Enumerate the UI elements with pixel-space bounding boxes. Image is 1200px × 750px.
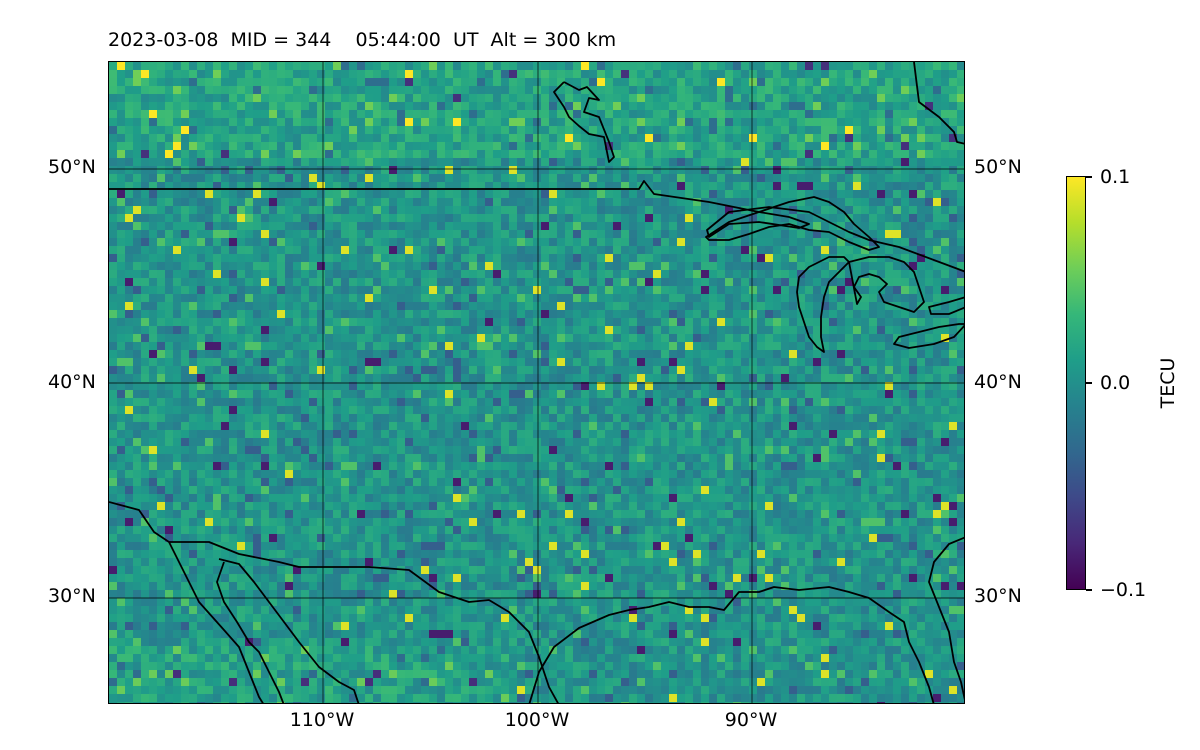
- colorbar-title: TECU: [1157, 357, 1179, 409]
- lake-ontario: [928, 296, 964, 315]
- coastlines: [109, 62, 964, 703]
- colorbar-mid-label: 0.0: [1100, 372, 1131, 394]
- rio-grande-border: [169, 541, 559, 703]
- graticule: [109, 62, 964, 703]
- baja-california: [109, 501, 264, 703]
- colorbar-tick-min: [1086, 589, 1092, 591]
- colorbar-min-label: −0.1: [1100, 579, 1147, 601]
- lat-label-50n-right: 50°N: [974, 156, 1022, 178]
- northeast-coast: [913, 62, 964, 145]
- colorbar: [1066, 176, 1086, 590]
- lake-erie: [893, 323, 964, 349]
- gulf-coast: [928, 536, 964, 701]
- tec-field: [109, 62, 964, 703]
- lat-label-30n-left: 30°N: [48, 585, 96, 607]
- hudson-coast: [553, 81, 615, 163]
- mainland-west-coast: [216, 561, 285, 703]
- lake-huron: [848, 256, 925, 313]
- lat-label-40n-right: 40°N: [974, 371, 1022, 393]
- us-canada-border: [109, 180, 964, 273]
- lake-michigan: [796, 256, 850, 353]
- lake-superior: [705, 196, 880, 251]
- tec-map-canvas: [109, 62, 964, 703]
- lon-label-100w: 100°W: [504, 709, 570, 731]
- gulf-coast-us: [528, 586, 935, 703]
- lat-label-50n-left: 50°N: [48, 156, 96, 178]
- colorbar-max-label: 0.1: [1100, 166, 1131, 188]
- lat-label-40n-left: 40°N: [48, 371, 96, 393]
- colorbar-tick-mid: [1086, 382, 1092, 384]
- map-title: 2023-03-08 MID = 344 05:44:00 UT Alt = 3…: [108, 29, 617, 51]
- lon-label-90w: 90°W: [724, 709, 778, 731]
- lat-label-30n-right: 30°N: [974, 585, 1022, 607]
- lon-label-110w: 110°W: [289, 709, 355, 731]
- gulf-of-california: [218, 558, 360, 703]
- colorbar-tick-max: [1086, 176, 1092, 178]
- tec-map: [108, 61, 965, 704]
